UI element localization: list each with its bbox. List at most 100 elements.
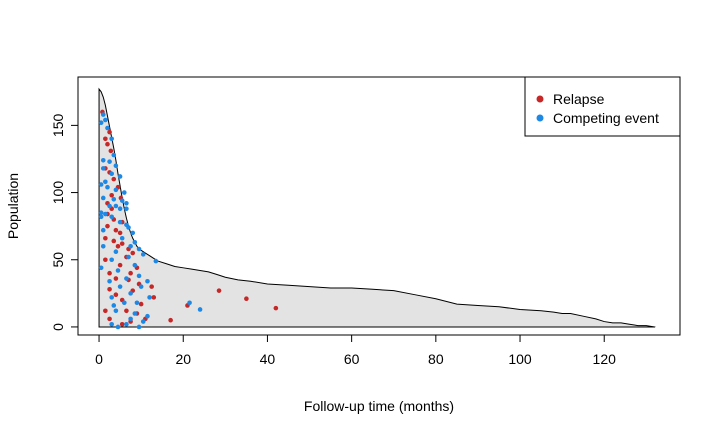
competing-event-point [109,136,114,142]
relapse-point [168,317,173,323]
competing-event-point [107,203,112,209]
competing-event-point [128,244,133,249]
relapse-point [105,141,110,147]
competing-event-point [111,152,117,158]
competing-event-point [136,273,142,279]
relapse-point [117,230,123,236]
competing-event-point [122,190,127,195]
relapse-point [130,250,136,256]
x-tick-label: 20 [175,351,191,367]
competing-event-point [119,198,125,203]
relapse-point [124,308,129,314]
competing-event-point [107,278,112,284]
competing-event-point [128,316,133,322]
relapse-point [103,308,108,314]
relapse-point [103,136,108,142]
y-tick-label: 50 [50,252,66,268]
relapse-point [105,223,110,229]
relapse-point [113,276,119,281]
competing-event-point [113,163,119,168]
relapse-point [111,238,117,244]
competing-event-point [115,324,121,330]
x-axis: 0 20 40 60 80 100 120 [95,334,616,367]
relapse-point [119,321,125,327]
relapse-point [244,296,249,302]
y-tick-label: 150 [50,113,66,137]
competing-event-point [124,206,129,211]
competing-event-point [132,239,138,245]
relapse-point [117,262,123,268]
competing-event-point [109,295,114,300]
competing-event-point [98,265,104,271]
competing-event-point [138,284,144,289]
y-tick-label: 100 [50,181,66,205]
competing-event-point [115,268,121,273]
competing-event-point [103,117,108,123]
competing-event-point [117,174,123,179]
competing-event-point [145,313,150,319]
legend-competing-marker [536,114,544,122]
competing-event-point [130,230,136,236]
legend-competing-label: Competing event [553,110,659,126]
competing-event-point [98,214,104,220]
competing-event-point [109,321,114,327]
competing-event-point [126,225,131,230]
competing-event-point [109,171,114,177]
x-tick-label: 40 [260,351,276,367]
competing-event-point [111,303,117,308]
competing-event-point [124,321,129,327]
x-tick-label: 60 [344,351,360,367]
population-area-path [98,87,656,328]
competing-event-point [140,252,146,257]
legend: Relapse Competing event [524,76,681,137]
y-tick-label: 0 [50,323,66,331]
legend-relapse-label: Relapse [553,91,605,107]
population-area [98,87,656,328]
y-axis-title: Population [5,173,21,239]
competing-event-point [100,244,106,249]
relapse-point [149,284,154,289]
relapse-point [113,227,119,233]
relapse-point [273,305,279,311]
competing-event-point [197,307,203,312]
competing-event-point [140,319,146,324]
competing-event-point [100,195,106,201]
relapse-point [128,270,133,276]
competing-event-point [105,184,110,190]
competing-event-point [145,278,150,284]
relapse-point [151,295,157,300]
competing-event-point [126,254,131,260]
competing-event-point [100,158,106,163]
competing-event-point [98,120,104,125]
competing-event-point [136,324,142,330]
competing-event-point [111,196,117,202]
relapse-point [107,129,112,135]
relapse-point [109,192,114,198]
competing-event-point [153,258,159,264]
event-points [98,109,279,330]
competing-event-point [109,214,114,220]
competing-event-point [136,246,142,252]
competing-event-point [147,295,152,300]
relapse-point [107,316,112,322]
competing-event-point [128,291,133,296]
competing-event-point [134,300,140,306]
competing-event-point [187,300,192,306]
relapse-point [216,288,222,293]
x-tick-label: 80 [428,351,444,367]
competing-event-point [103,179,108,185]
relapse-point [138,301,144,307]
competing-event-point [132,311,138,316]
relapse-point [111,176,117,182]
relapse-point [107,287,112,292]
competing-event-point [100,227,106,233]
competing-event-point [107,159,112,164]
legend-relapse-marker [536,95,544,103]
competing-event-point [113,203,119,209]
competing-event-point [113,187,119,193]
competing-event-point [105,125,110,131]
competing-event-point [113,249,119,254]
relapse-point [103,257,108,263]
competing-event-point [119,235,125,241]
competing-event-point [132,262,138,268]
